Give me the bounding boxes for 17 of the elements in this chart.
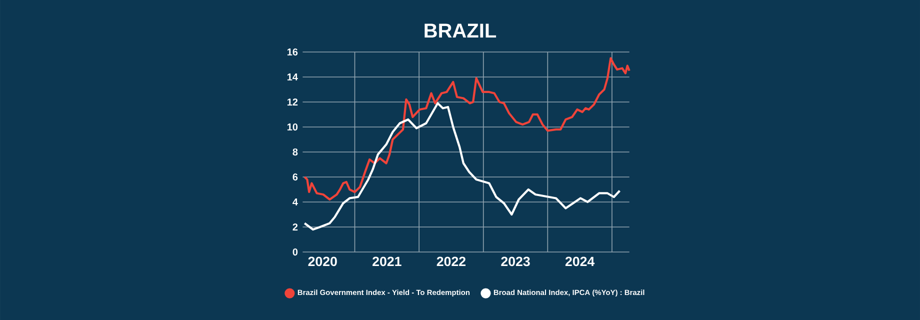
- line-series: [304, 57, 630, 201]
- y-tick-label: 12: [287, 98, 298, 106]
- y-tick-label: 0: [292, 248, 298, 256]
- y-tick-label: 14: [287, 74, 298, 80]
- x-tick-label: 2024: [565, 256, 595, 266]
- y-tick-label: 16: [287, 48, 298, 56]
- line-series: [304, 102, 621, 231]
- chart-title: BRAZIL: [424, 24, 496, 38]
- x-tick-label: 2023: [501, 256, 530, 266]
- x-tick-label: 2022: [436, 256, 466, 266]
- y-tick-label: 8: [292, 148, 298, 156]
- y-tick-label: 6: [292, 173, 298, 181]
- y-tick-label: 10: [287, 123, 298, 131]
- y-tick-label: 2: [292, 223, 298, 230]
- x-tick-label: 2021: [372, 256, 402, 266]
- y-tick-label: 4: [292, 198, 298, 206]
- x-tick-label: 2020: [308, 256, 337, 266]
